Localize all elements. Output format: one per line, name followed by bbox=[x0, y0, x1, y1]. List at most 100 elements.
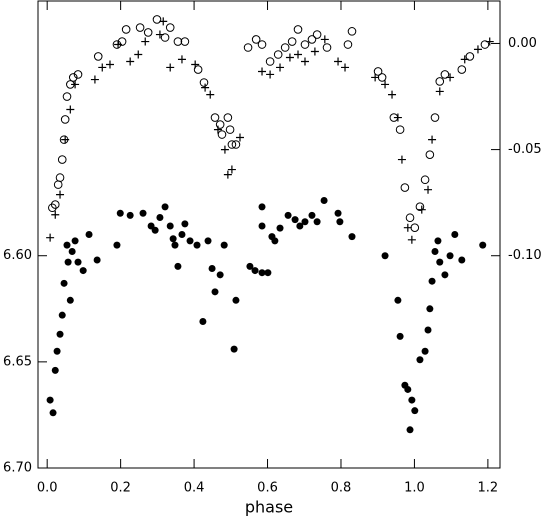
point bbox=[377, 73, 387, 82]
point bbox=[310, 47, 319, 56]
point bbox=[126, 57, 135, 66]
point bbox=[180, 37, 190, 46]
point bbox=[336, 218, 344, 226]
point bbox=[287, 37, 297, 46]
point bbox=[341, 63, 350, 72]
point bbox=[193, 241, 201, 249]
point bbox=[126, 211, 134, 219]
y-tick-label: 6.65 bbox=[3, 354, 32, 369]
point bbox=[446, 73, 455, 82]
point bbox=[121, 25, 131, 34]
point bbox=[46, 396, 54, 404]
point bbox=[166, 222, 174, 230]
point bbox=[312, 30, 322, 39]
point bbox=[71, 237, 79, 245]
point bbox=[48, 203, 57, 213]
point bbox=[53, 347, 61, 355]
point bbox=[73, 70, 83, 79]
point bbox=[285, 53, 294, 62]
x-tick-label: 0.8 bbox=[331, 481, 352, 496]
point bbox=[265, 57, 275, 66]
point bbox=[373, 67, 383, 76]
point bbox=[404, 385, 412, 393]
point bbox=[258, 203, 266, 211]
point bbox=[56, 330, 64, 338]
point bbox=[296, 222, 304, 230]
point bbox=[435, 77, 445, 86]
point bbox=[220, 241, 228, 249]
point bbox=[388, 90, 397, 99]
point bbox=[294, 50, 303, 59]
point bbox=[156, 214, 164, 222]
point bbox=[441, 271, 449, 279]
point bbox=[431, 247, 439, 255]
point bbox=[165, 23, 175, 32]
point bbox=[232, 296, 240, 304]
point bbox=[93, 256, 101, 264]
point bbox=[151, 226, 159, 234]
point bbox=[465, 52, 475, 61]
point bbox=[408, 396, 416, 404]
point bbox=[227, 165, 236, 174]
y2-tick-label: -0.10 bbox=[508, 248, 542, 263]
point bbox=[57, 155, 67, 164]
point bbox=[46, 233, 55, 242]
point bbox=[258, 222, 266, 230]
point bbox=[436, 258, 444, 266]
point bbox=[113, 241, 121, 249]
point bbox=[66, 105, 75, 114]
point bbox=[68, 73, 78, 82]
point bbox=[171, 241, 179, 249]
point bbox=[405, 213, 415, 223]
point bbox=[276, 63, 285, 72]
point bbox=[457, 65, 467, 74]
point bbox=[53, 180, 63, 189]
point bbox=[160, 33, 170, 42]
x-axis-label: phase bbox=[245, 498, 293, 517]
point bbox=[393, 113, 402, 122]
point bbox=[460, 55, 469, 64]
point bbox=[64, 258, 72, 266]
point bbox=[66, 296, 74, 304]
point bbox=[322, 43, 332, 52]
point bbox=[105, 60, 114, 69]
point bbox=[116, 209, 124, 217]
y2-tick-label: 0.00 bbox=[508, 36, 537, 51]
point bbox=[63, 241, 71, 249]
point bbox=[161, 203, 169, 211]
point bbox=[68, 247, 76, 255]
point bbox=[424, 185, 433, 194]
point bbox=[114, 40, 123, 49]
point bbox=[55, 173, 65, 182]
point bbox=[308, 211, 316, 219]
point bbox=[264, 269, 272, 277]
point bbox=[320, 35, 329, 44]
point bbox=[178, 231, 186, 238]
point bbox=[424, 326, 432, 334]
point bbox=[217, 130, 227, 139]
x-tick-label: 0.0 bbox=[37, 481, 58, 496]
point bbox=[231, 140, 241, 149]
point bbox=[50, 200, 60, 209]
point bbox=[403, 223, 412, 232]
point bbox=[181, 220, 189, 228]
point bbox=[251, 267, 259, 275]
point bbox=[301, 218, 309, 226]
point bbox=[396, 332, 404, 340]
y-tick-label: 6.60 bbox=[3, 248, 32, 263]
point bbox=[58, 311, 66, 319]
point bbox=[411, 407, 419, 415]
point bbox=[49, 409, 57, 417]
point bbox=[273, 50, 283, 59]
point bbox=[208, 264, 216, 272]
point bbox=[348, 233, 356, 241]
point bbox=[371, 73, 380, 82]
point bbox=[134, 50, 143, 59]
point bbox=[62, 92, 72, 101]
point bbox=[85, 231, 93, 238]
point bbox=[430, 113, 440, 122]
point bbox=[257, 40, 267, 49]
point bbox=[473, 45, 482, 54]
point bbox=[61, 135, 70, 144]
